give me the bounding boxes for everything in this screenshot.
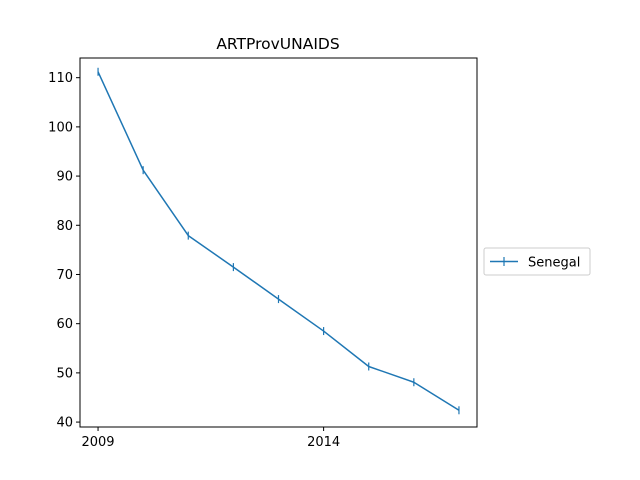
- y-tick-label: 100: [48, 120, 73, 135]
- y-axis: 40 50 60 70 80 90 100 110: [48, 71, 80, 431]
- y-tick-label: 50: [56, 366, 73, 381]
- y-tick-label: 110: [48, 71, 73, 86]
- legend-box: [483, 247, 591, 276]
- legend-label: Senegal: [528, 256, 580, 271]
- y-tick-label: 90: [56, 170, 73, 185]
- y-tick-label: 40: [56, 416, 73, 431]
- series-line-senegal: [97, 71, 460, 411]
- x-axis: 2009 2014: [81, 427, 340, 450]
- y-tick-label: 70: [56, 268, 73, 283]
- series-layer: [97, 67, 460, 415]
- x-tick-label: 2014: [307, 435, 340, 450]
- chart-title: ARTProvUNAIDS: [216, 35, 339, 53]
- y-tick-label: 80: [56, 219, 73, 234]
- x-tick-label: 2009: [81, 435, 114, 450]
- legend[interactable]: Senegal: [483, 247, 591, 276]
- plot-frame: [79, 57, 478, 428]
- y-tick-label: 60: [56, 317, 73, 332]
